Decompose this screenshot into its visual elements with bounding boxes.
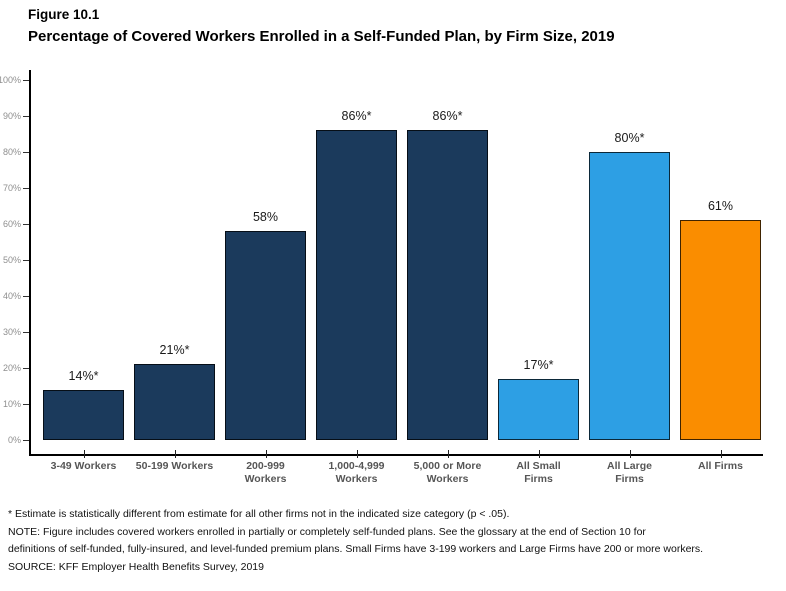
y-axis-tick [23,296,29,297]
chart-title: Percentage of Covered Workers Enrolled i… [28,28,615,45]
y-axis-tick [23,224,29,225]
x-axis-category-label: 5,000 or More Workers [398,460,498,486]
bar-1-000-4-999-workers [316,130,397,440]
x-axis-tick [538,450,540,458]
y-axis-tick-label: 30% [2,327,21,337]
footnote-significance: * Estimate is statistically different fr… [8,508,510,520]
footnote-note-1: NOTE: Figure includes covered workers en… [8,525,646,538]
y-axis-tick [23,332,29,333]
x-axis-category-label-line: Firms [615,473,644,485]
x-axis-tick [265,450,267,458]
y-axis-line [29,70,31,456]
x-axis-tick [720,450,722,458]
y-axis-tick-label: 80% [2,147,21,157]
y-axis-tick-label: 50% [2,255,21,265]
y-axis-tick [23,152,29,153]
x-axis-category-label-line: 3-49 Workers [50,460,117,472]
bar-value-label: 86%* [341,109,372,124]
y-axis-tick [23,368,29,369]
y-axis-tick [23,260,29,261]
bar-value-label: 80%* [614,131,645,145]
y-axis-tick [23,80,29,81]
x-axis-tick [174,450,176,458]
x-axis-category-label: 200-999 Workers [216,460,316,486]
x-axis-category-label: All Firms [671,460,771,473]
x-axis-category-label: 50-199 Workers [125,460,225,473]
figure-number: Figure 10.1 [28,7,100,22]
bar-value-label: 21%* [159,343,190,358]
y-axis-tick-label: 60% [2,219,21,229]
y-axis-tick-label: 0% [7,435,21,445]
y-axis-tick-label: 20% [2,363,21,373]
footnote-note-2: definitions of self-funded, fully-insure… [8,543,704,555]
y-axis-tick-label: 40% [2,291,21,301]
y-axis-tick [23,440,29,441]
bar-value-label: 58% [252,210,279,225]
bar-50-199-workers [134,364,215,440]
x-axis-line [29,454,763,456]
x-axis-category-label-line: Workers [244,473,287,485]
x-axis-tick [356,450,358,458]
x-axis-category-label: 3-49 Workers [34,460,134,473]
footnotes: * Estimate is statistically different fr… [8,506,780,576]
x-axis-tick [83,450,85,458]
bar-value-label: 86%* [432,109,463,124]
bar-all-firms [680,220,761,440]
y-axis-tick-label: 100% [0,75,21,85]
x-axis-category-label-line: 200-999 [246,460,285,472]
bar-200-999-workers [225,231,306,440]
y-axis-tick-label: 70% [2,183,21,193]
footnote-source: SOURCE: KFF Employer Health Benefits Sur… [8,560,264,573]
x-axis-category-label-line: All Firms [698,460,743,472]
bar-value-label: 17%* [523,357,554,372]
x-axis-tick [447,450,449,458]
bar-value-label: 61% [707,199,734,214]
bar-all-small-firms [498,378,579,440]
y-axis-tick [23,188,29,189]
x-axis-category-label-line: 5,000 or More [413,460,482,472]
x-axis-category-label-line: All Large [607,460,652,472]
y-axis-tick-label: 10% [2,399,21,409]
bar-all-large-firms [589,152,670,440]
y-axis-tick [23,404,29,405]
x-axis-category-label: All Large Firms [580,460,680,486]
x-axis-category-label-line: Firms [524,473,553,485]
x-axis-category-label-line: Workers [426,473,469,485]
x-axis-category-label-line: All Small [516,460,561,472]
x-axis-category-label-line: 1,000-4,999 [328,460,385,472]
bar-5-000-or-more-workers [407,130,488,440]
x-axis-tick [629,450,631,458]
x-axis-category-label: All Small Firms [489,460,589,486]
bar-value-label: 14%* [68,368,99,383]
x-axis-category-label-line: 50-199 Workers [135,460,214,472]
y-axis-tick [23,116,29,117]
x-axis-category-label-line: Workers [335,473,378,485]
y-axis-tick-label: 90% [2,111,21,121]
bar-3-49-workers [43,389,124,440]
x-axis-category-label: 1,000-4,999 Workers [307,460,407,486]
